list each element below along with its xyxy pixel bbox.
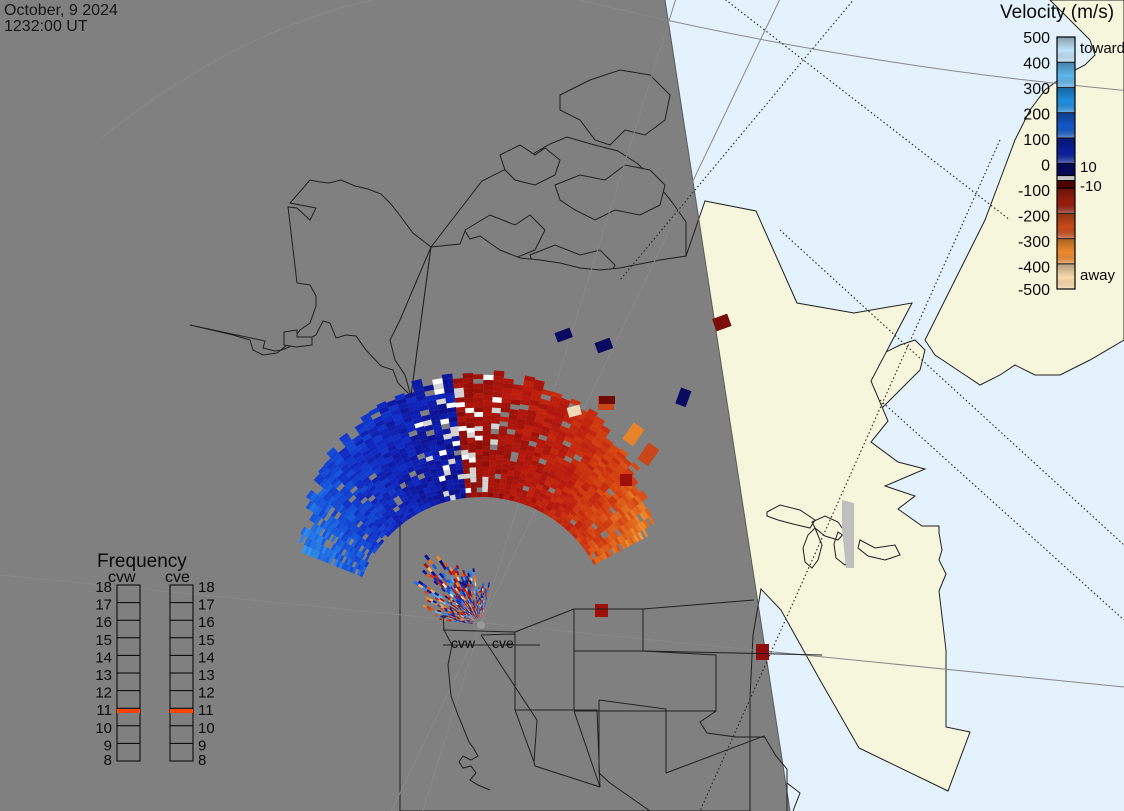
svg-text:10: 10 xyxy=(1080,159,1097,176)
svg-text:-200: -200 xyxy=(1018,209,1050,226)
svg-text:-300: -300 xyxy=(1018,234,1050,251)
svg-text:400: 400 xyxy=(1023,56,1050,73)
svg-text:17: 17 xyxy=(198,597,215,614)
svg-text:200: 200 xyxy=(1023,107,1050,124)
svg-text:16: 16 xyxy=(95,614,112,631)
svg-text:12: 12 xyxy=(198,685,215,702)
svg-text:12: 12 xyxy=(95,685,112,702)
svg-text:cve: cve xyxy=(165,569,190,586)
svg-text:13: 13 xyxy=(198,667,215,684)
svg-text:1232:00 UT: 1232:00 UT xyxy=(4,18,88,35)
svg-text:100: 100 xyxy=(1023,132,1050,149)
svg-text:11: 11 xyxy=(198,702,214,719)
svg-text:18: 18 xyxy=(95,579,112,596)
svg-text:October, 9 2024: October, 9 2024 xyxy=(4,2,118,19)
svg-text:10: 10 xyxy=(198,720,215,737)
svg-text:-10: -10 xyxy=(1080,178,1102,195)
svg-text:10: 10 xyxy=(95,720,112,737)
svg-text:15: 15 xyxy=(198,632,215,649)
svg-text:16: 16 xyxy=(198,614,215,631)
svg-text:8: 8 xyxy=(104,752,112,769)
svg-text:-500: -500 xyxy=(1018,282,1050,299)
svg-text:-100: -100 xyxy=(1018,183,1050,200)
svg-text:13: 13 xyxy=(95,667,112,684)
svg-text:11: 11 xyxy=(96,702,112,719)
svg-text:-400: -400 xyxy=(1018,260,1050,277)
svg-text:cve: cve xyxy=(492,635,514,651)
svg-text:away: away xyxy=(1080,267,1116,284)
svg-text:cvw: cvw xyxy=(451,635,476,651)
svg-text:toward: toward xyxy=(1080,40,1124,57)
svg-text:300: 300 xyxy=(1023,81,1050,98)
svg-text:14: 14 xyxy=(198,649,215,666)
svg-text:Velocity (m/s): Velocity (m/s) xyxy=(1000,2,1114,23)
svg-text:0: 0 xyxy=(1041,158,1050,175)
svg-text:cvw: cvw xyxy=(108,569,136,586)
svg-text:14: 14 xyxy=(95,649,112,666)
svg-text:15: 15 xyxy=(95,632,112,649)
svg-text:17: 17 xyxy=(95,597,112,614)
svg-text:18: 18 xyxy=(198,579,215,596)
svg-text:8: 8 xyxy=(198,752,206,769)
svg-text:500: 500 xyxy=(1023,30,1050,47)
